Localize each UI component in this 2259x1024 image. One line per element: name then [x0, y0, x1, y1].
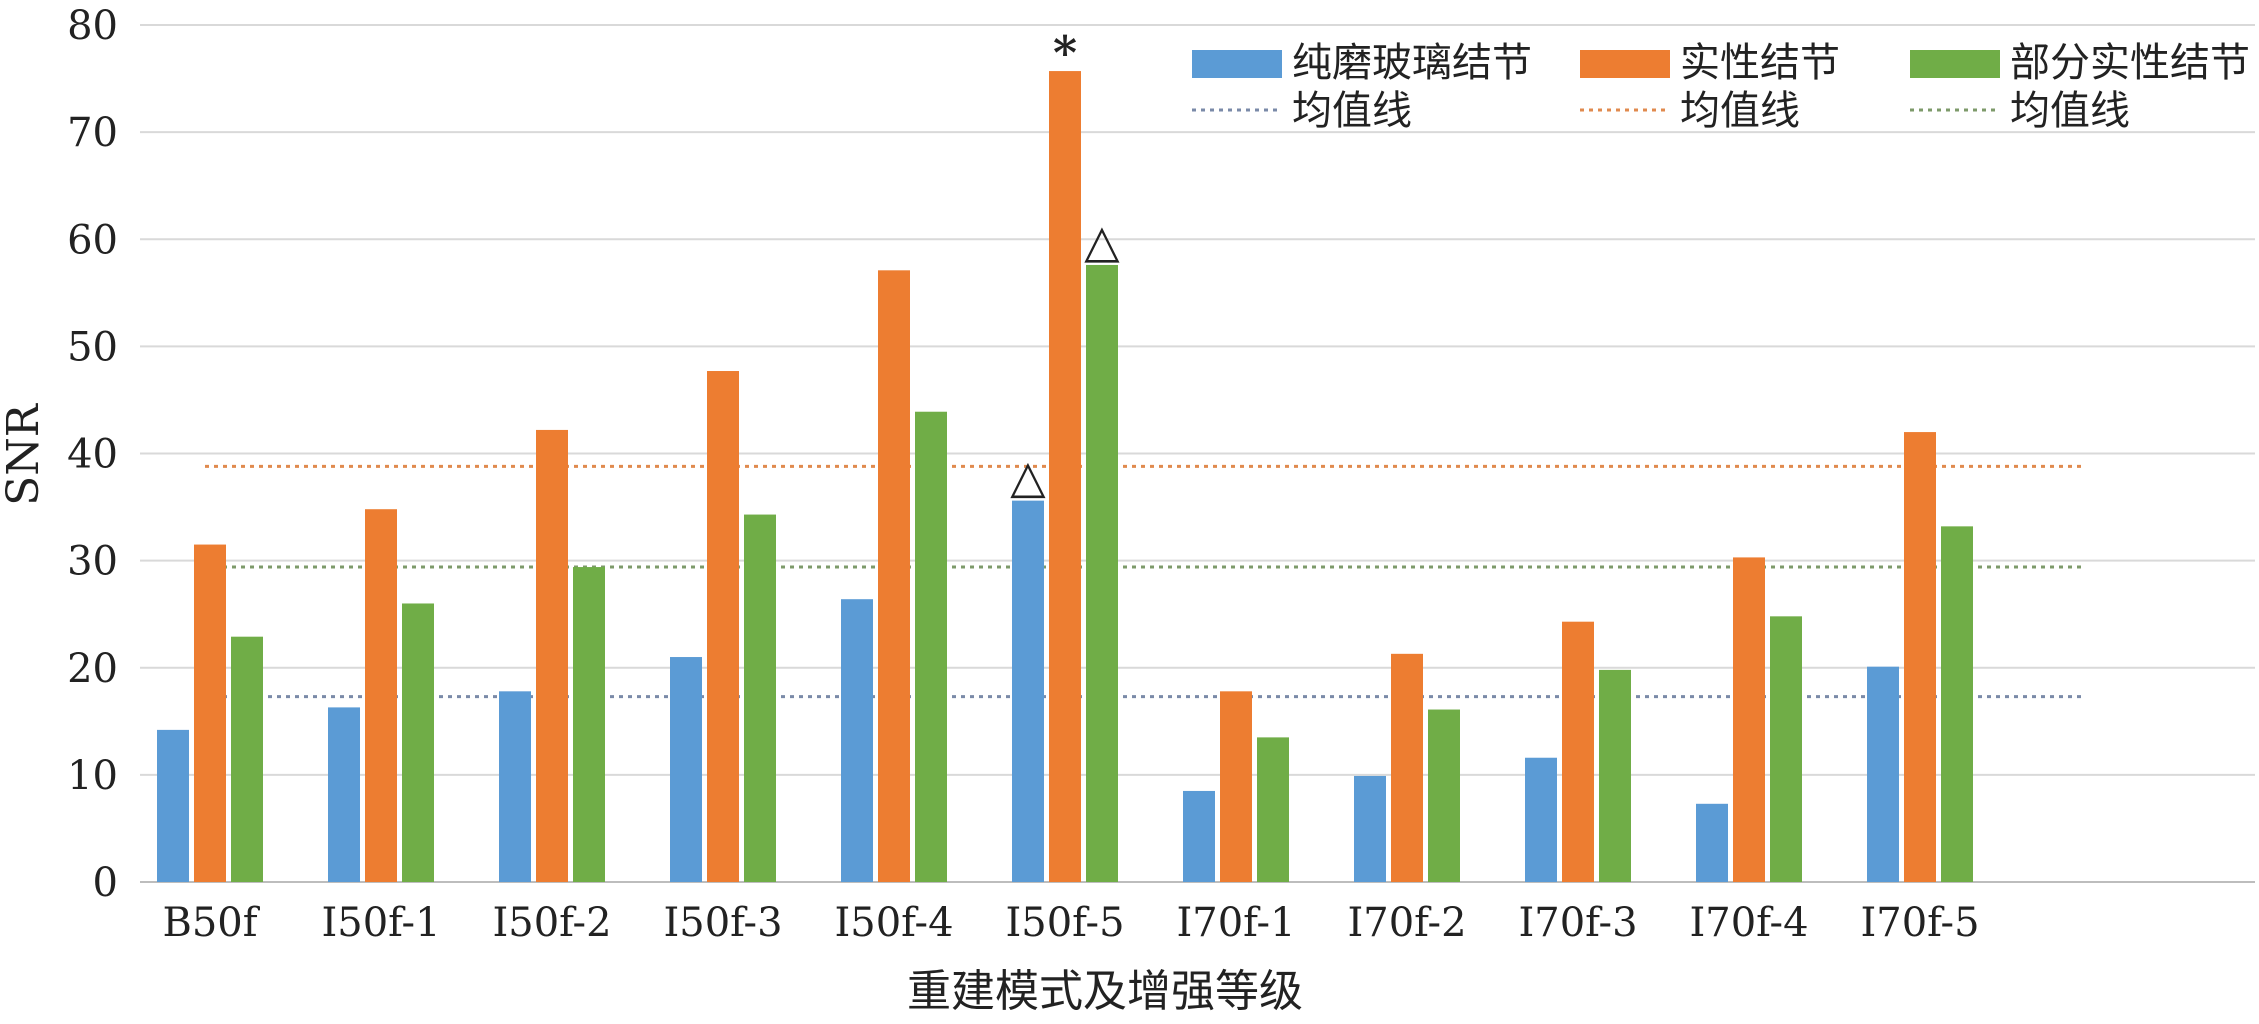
bar-I70f-5-0 [1867, 666, 1899, 882]
bar-I70f-2-0 [1354, 775, 1386, 882]
bar-I50f-4-1 [878, 270, 910, 882]
bar-I50f-4-2 [915, 411, 947, 882]
legend-swatch [1192, 50, 1282, 78]
bar-I70f-3-2 [1599, 669, 1631, 882]
legend-label: 纯磨玻璃结节 [1292, 40, 1532, 86]
bar-B50f-0 [157, 729, 189, 882]
bar-I70f-4-0 [1696, 803, 1728, 882]
bar-I70f-1-0 [1183, 790, 1215, 882]
legend-swatch [1580, 50, 1670, 78]
x-tick-label: I50f-5 [1005, 900, 1124, 946]
y-tick-label: 50 [67, 324, 118, 370]
significance-marker: * [1053, 26, 1077, 80]
bar-I70f-2-1 [1391, 653, 1423, 882]
bar-B50f-1 [194, 544, 226, 882]
y-tick-label: 10 [67, 753, 118, 799]
bar-I70f-1-1 [1220, 691, 1252, 882]
gridlines [140, 24, 2255, 883]
bar-I70f-5-2 [1941, 526, 1973, 882]
bar-I70f-3-1 [1562, 621, 1594, 882]
x-tick-label: B50f [162, 900, 260, 946]
legend-mean-label: 均值线 [2010, 88, 2130, 134]
bars [157, 71, 1973, 883]
bar-I70f-1-2 [1257, 737, 1289, 882]
x-tick-label: I50f-4 [834, 900, 953, 946]
x-axis-title: 重建模式及增强等级 [907, 966, 1303, 1017]
legend-label: 实性结节 [1680, 40, 1840, 86]
x-tick-label: I70f-4 [1689, 900, 1808, 946]
bar-I70f-4-1 [1733, 557, 1765, 882]
bar-B50f-2 [231, 636, 263, 882]
y-tick-label: 70 [67, 110, 118, 156]
bar-I70f-5-1 [1904, 432, 1936, 882]
y-tick-label: 80 [67, 3, 118, 49]
y-tick-label: 20 [67, 646, 118, 692]
x-tick-label: I50f-3 [663, 900, 782, 946]
x-tick-label: I50f-1 [321, 900, 440, 946]
x-tick-label: I70f-3 [1518, 900, 1637, 946]
bar-I50f-1-0 [328, 707, 360, 882]
bar-I50f-5-0 [1012, 500, 1044, 882]
bar-I50f-1-1 [365, 509, 397, 882]
bar-I50f-5-2 [1086, 264, 1118, 883]
bar-I50f-2-2 [573, 567, 605, 882]
bar-I50f-3-2 [744, 514, 776, 882]
x-tick-label: I70f-1 [1176, 900, 1295, 946]
bar-I70f-4-2 [1770, 616, 1802, 882]
bar-I50f-2-0 [499, 691, 531, 882]
x-axis-ticks: B50f I50f-1 I50f-2 I50f-3 I50f-4 I50f-5 I70f-1… [162, 900, 1979, 946]
significance-marker: △ [1010, 450, 1046, 504]
bar-I50f-5-1 [1049, 71, 1081, 883]
y-tick-label: 0 [93, 860, 118, 906]
bar-I70f-2-2 [1428, 709, 1460, 882]
significance-marker: △ [1084, 214, 1120, 268]
bar-I50f-1-2 [402, 603, 434, 882]
x-tick-label: I50f-2 [492, 900, 611, 946]
y-axis-ticks: 0 10 20 30 40 50 60 70 80 [67, 3, 118, 906]
mean-lines [205, 464, 2085, 699]
y-tick-label: 40 [67, 432, 118, 478]
bar-I50f-2-1 [536, 429, 568, 882]
bar-I50f-4-0 [841, 599, 873, 882]
y-tick-label: 60 [67, 217, 118, 263]
bar-I50f-3-1 [707, 371, 739, 882]
legend-mean-label: 均值线 [1680, 88, 1800, 134]
legend-swatch [1910, 50, 2000, 78]
y-tick-label: 30 [67, 539, 118, 585]
legend-label: 部分实性结节 [2010, 40, 2250, 86]
annotations: * △ △ [1010, 26, 1120, 504]
y-axis-title: SNR [0, 402, 49, 506]
bar-I50f-3-0 [670, 657, 702, 882]
bar-I70f-3-0 [1525, 757, 1557, 882]
legend-mean-label: 均值线 [1292, 88, 1412, 134]
x-tick-label: I70f-2 [1347, 900, 1466, 946]
x-tick-label: I70f-5 [1860, 900, 1979, 946]
